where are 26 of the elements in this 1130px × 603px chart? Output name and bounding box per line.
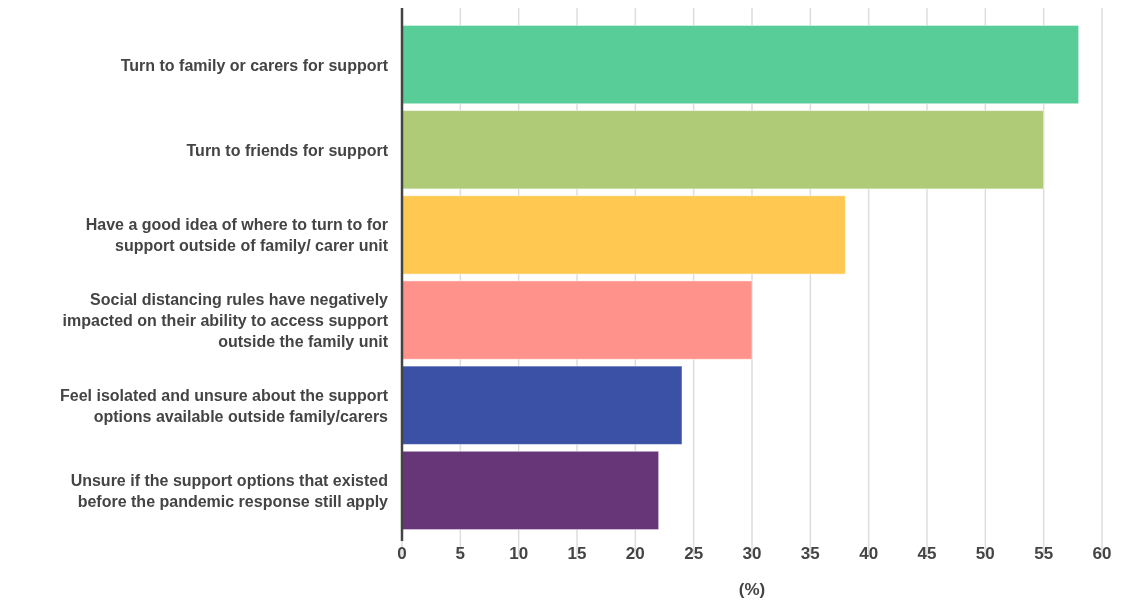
bar — [401, 110, 1045, 190]
x-tick-label: 15 — [567, 544, 587, 563]
x-tick-label: 35 — [800, 544, 820, 563]
x-tick-label: 5 — [455, 544, 466, 563]
y-tick-label: Unsure if the support options that existed before the pandemic response still apply — [70, 471, 389, 510]
y-tick-label: Turn to friends for support — [186, 141, 389, 159]
bar — [401, 450, 660, 531]
x-tick-label: 20 — [625, 544, 645, 563]
x-axis-title: (%) — [738, 580, 766, 599]
x-tick-label: 55 — [1034, 544, 1054, 563]
y-tick-label: Have a good idea of where to turn to for support outside of family/ carer unit — [85, 216, 389, 255]
bar — [401, 280, 753, 360]
x-tick-label: 25 — [684, 544, 704, 563]
x-tick-label: 60 — [1092, 544, 1112, 563]
x-tick-label: 30 — [742, 544, 762, 563]
x-tick-label: 40 — [859, 544, 879, 563]
bar — [401, 195, 846, 275]
y-tick-label: Turn to family or carers for support — [120, 56, 389, 74]
x-tick-label: 0 — [397, 544, 407, 563]
bar — [401, 365, 683, 445]
y-tick-label: Social distancing rules have negatively impacted on their ability to access support outside the family unit — [62, 291, 389, 351]
x-tick-label: 50 — [975, 544, 995, 563]
y-tick-label: Feel isolated and unsure about the support options available outside family/carers — [59, 386, 389, 425]
x-tick-label: 10 — [509, 544, 529, 563]
bar — [401, 24, 1080, 105]
x-tick-label: 45 — [917, 544, 937, 563]
